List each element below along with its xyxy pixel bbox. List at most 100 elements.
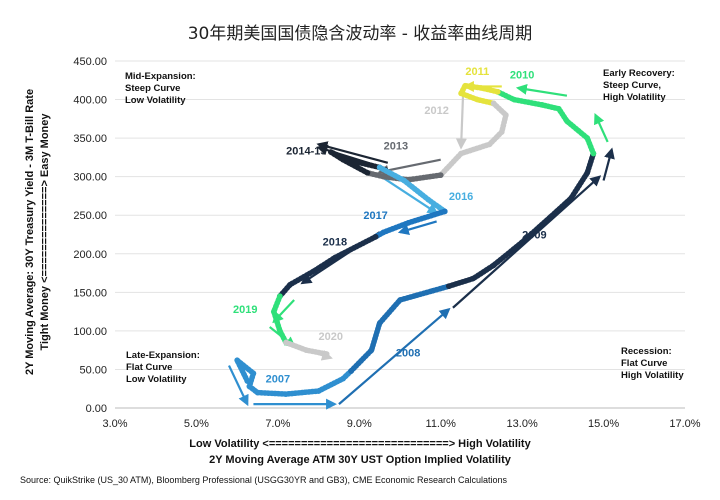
series-point-2009	[446, 283, 452, 289]
series-line-2009	[446, 150, 597, 289]
quadrant-note-line: Flat Curve	[621, 358, 667, 369]
series-point-2014-15	[327, 149, 334, 155]
quadrant-note-line: High Volatility	[603, 92, 666, 103]
x-axis-ticks: 3.0% 5.0% 7.0% 9.0% 11.0% 13.0% 15.0% 17.0%	[102, 418, 700, 430]
y-tick-label: 50.00	[79, 364, 107, 376]
x-axis-title-line1: Low Volatility <========================…	[189, 438, 531, 450]
series-point-2016	[376, 164, 383, 171]
series-point-2014-15	[364, 170, 371, 176]
series-point-2010	[511, 96, 517, 103]
year-label-2019: 2019	[233, 304, 257, 316]
x-tick-label: 3.0%	[102, 418, 127, 430]
quadrant-note-line: Steep Curve	[125, 83, 180, 94]
trend-arrow	[383, 177, 439, 215]
series-point-2009	[490, 262, 497, 269]
trend-arrow	[228, 365, 249, 407]
quadrant-note-line: Early Recovery:	[603, 68, 675, 79]
series-point-2007	[340, 375, 346, 382]
x-tick-label: 5.0%	[184, 418, 209, 430]
source-note: Source: QuikStrike (US_30 ATM), Bloomber…	[20, 475, 508, 485]
series-line-2007	[234, 357, 354, 397]
series-point-2009	[547, 213, 554, 220]
series-point-2009	[519, 239, 525, 246]
x-tick-label: 13.0%	[507, 418, 538, 430]
series-point-2011	[494, 89, 501, 95]
series-point-2011	[474, 96, 481, 103]
series-point-2008	[376, 320, 383, 326]
series-point-2019	[277, 328, 283, 334]
quadrant-note-line: Low Volatility	[125, 95, 186, 106]
trend-arrow	[515, 83, 568, 97]
series-point-2012	[486, 141, 493, 148]
x-tick-label: 17.0%	[669, 418, 700, 430]
y-tick-label: 450.00	[73, 56, 107, 68]
y-axis-ticks: 0.00 50.00 100.00 150.00 200.00 250.00 300.00 3…	[73, 56, 107, 415]
series-point-2008	[397, 297, 403, 303]
trend-arrow	[455, 93, 467, 150]
year-label-2018: 2018	[323, 236, 347, 248]
series-point-2018	[287, 281, 293, 288]
year-label-2008: 2008	[396, 347, 420, 359]
series-point-2008	[368, 347, 375, 353]
series-point-2018	[311, 267, 318, 274]
series-point-2011	[462, 82, 468, 89]
series-point-2019	[277, 293, 283, 299]
y-tick-label: 250.00	[73, 210, 107, 222]
series-point-2008	[429, 287, 436, 294]
x-tick-label: 7.0%	[265, 418, 290, 430]
year-label-2012: 2012	[424, 105, 448, 117]
quadrant-note-line: Recession:	[621, 346, 672, 357]
y-tick-label: 200.00	[73, 249, 107, 261]
y-tick-label: 100.00	[73, 326, 107, 338]
year-label-2010: 2010	[510, 70, 534, 82]
y-axis-title-line1: 2Y Moving Average: 30Y Treasury Yield - …	[24, 89, 36, 375]
series-point-2016	[425, 197, 432, 203]
quadrant-note-line: Steep Curve,	[603, 80, 661, 91]
series-point-2011	[478, 85, 485, 91]
series-point-2011	[458, 90, 464, 97]
y-tick-label: 350.00	[73, 133, 107, 145]
series-point-2020	[283, 339, 289, 346]
y-axis-title-line2: Tight Money <==============> Easy Money	[39, 113, 51, 351]
series-point-2007	[246, 383, 253, 390]
series-point-2007	[315, 388, 322, 394]
series-line-2016	[376, 164, 448, 215]
series-point-2013	[437, 172, 444, 178]
quadrant-note-line: Flat Curve	[126, 362, 172, 373]
trend-arrow	[338, 307, 451, 405]
year-label-2017: 2017	[363, 210, 387, 222]
series-point-2009	[584, 170, 591, 176]
series-point-2010	[539, 102, 546, 108]
series-point-2017	[441, 208, 448, 215]
trend-arrow	[397, 220, 437, 235]
quadrant-note-line: Mid-Expansion:	[125, 71, 196, 82]
quadrant-note-line: High Volatility	[621, 370, 684, 381]
series-point-2012	[458, 150, 464, 157]
series-point-2010	[564, 118, 570, 124]
series-point-2012	[490, 100, 497, 107]
trend-arrow	[594, 112, 609, 143]
year-label-2016: 2016	[449, 191, 473, 203]
series-point-2016	[401, 177, 407, 184]
series-point-2014-15	[344, 156, 350, 163]
trend-arrow	[316, 141, 389, 164]
year-label-2014-15: 2014-15	[286, 145, 326, 157]
y-tick-label: 150.00	[73, 287, 107, 299]
year-label-2007: 2007	[266, 374, 290, 386]
series-point-2018	[332, 254, 338, 261]
series-point-2007	[234, 357, 240, 363]
series-point-2012	[503, 112, 509, 118]
year-label-2009: 2009	[522, 229, 546, 241]
series-point-2020	[323, 351, 330, 357]
series-point-2010	[590, 150, 597, 157]
series-point-2017	[405, 220, 411, 226]
series-point-2007	[254, 389, 261, 396]
chart-title: 30年期美国国债隐含波动率 - 收益率曲线周期	[188, 24, 533, 44]
series-point-2017	[380, 229, 387, 235]
grid	[115, 60, 685, 409]
series-point-2007	[250, 370, 257, 377]
series-point-2013	[380, 173, 387, 180]
series-point-2020	[303, 347, 310, 353]
year-label-2020: 2020	[319, 331, 343, 343]
